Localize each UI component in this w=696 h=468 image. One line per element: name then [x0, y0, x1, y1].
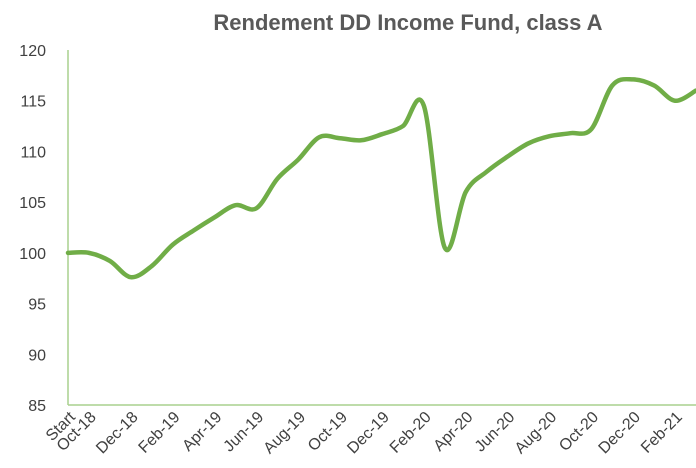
- x-tick-label: Oct-20: [556, 409, 602, 455]
- y-tick-label: 105: [19, 195, 46, 212]
- x-tick-label: Feb-19: [136, 409, 184, 457]
- x-tick-label: Apr-19: [179, 409, 225, 455]
- y-tick-label: 90: [28, 347, 46, 364]
- x-tick-label: Jun-20: [472, 409, 519, 456]
- x-tick-label: Aug-20: [512, 409, 561, 458]
- x-tick-label: Aug-19: [261, 409, 310, 458]
- x-tick-label: Feb-20: [387, 409, 435, 457]
- y-tick-label: 95: [28, 297, 46, 314]
- x-tick-label: Dec-20: [596, 409, 645, 458]
- line: [65, 76, 696, 280]
- x-tick-label: Apr-20: [431, 409, 477, 455]
- x-tick-label: Dec-19: [344, 409, 393, 458]
- chart-title: Rendement DD Income Fund, class A: [213, 10, 602, 35]
- y-tick-label: 110: [20, 144, 46, 161]
- x-tick-label: Dec-18: [93, 409, 142, 458]
- x-tick-label: Jun-19: [221, 409, 268, 456]
- x-tick-label: Feb-21: [638, 409, 686, 457]
- x-tick-label: Oct-19: [305, 409, 351, 455]
- y-tick-label: 85: [28, 398, 46, 415]
- y-tick-label: 115: [20, 94, 46, 111]
- y-tick-label: 120: [19, 43, 46, 60]
- y-tick-label: 100: [19, 246, 46, 263]
